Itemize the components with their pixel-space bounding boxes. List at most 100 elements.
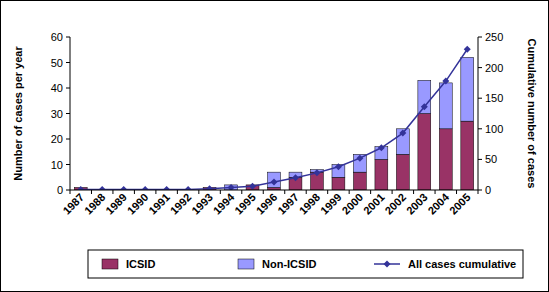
- x-tick: [70, 190, 71, 194]
- y2-tick: [478, 159, 482, 160]
- x-tick: [198, 190, 199, 194]
- x-tick-label: 1992: [168, 191, 194, 217]
- x-tick: [435, 190, 436, 194]
- x-tick-label: 2001: [361, 191, 387, 217]
- y-tick-label: 10: [51, 159, 63, 171]
- marker: [163, 186, 170, 190]
- x-tick-label: 1995: [232, 191, 258, 217]
- y-axis-title: Number of cases per year: [12, 46, 24, 181]
- x-tick-label: 1987: [60, 191, 86, 217]
- y2-tick-label: 100: [485, 123, 503, 135]
- x-tick-label: 1996: [254, 191, 280, 217]
- x-tick-label: 2004: [425, 190, 451, 216]
- x-tick: [478, 190, 479, 194]
- bar: [418, 114, 431, 191]
- y-tick-label: 30: [51, 108, 63, 120]
- y2-tick-label: 250: [485, 31, 503, 43]
- x-tick-label: 2003: [404, 191, 430, 217]
- cumulative-line: [81, 49, 468, 189]
- y2-tick-label: 0: [485, 184, 491, 196]
- x-tick: [284, 190, 285, 194]
- chart: 0102030405060050100150200250198719881989…: [0, 0, 549, 292]
- y-tick: [66, 139, 70, 140]
- marker: [206, 185, 213, 190]
- x-tick-label: 1990: [125, 191, 151, 217]
- bar: [353, 154, 366, 172]
- x-tick: [112, 190, 113, 194]
- bar: [375, 159, 388, 190]
- x-tick: [263, 190, 264, 194]
- marker: [249, 183, 256, 190]
- y-tick-label: 40: [51, 82, 63, 94]
- marker: [99, 186, 106, 190]
- y-tick-label: 20: [51, 133, 63, 145]
- bar: [439, 83, 452, 129]
- x-tick: [241, 190, 242, 194]
- bar: [396, 154, 409, 190]
- bar: [418, 80, 431, 113]
- marker: [356, 155, 363, 162]
- x-tick: [220, 190, 221, 194]
- marker: [77, 186, 84, 190]
- legend-swatch: [102, 259, 118, 269]
- x-tick-label: 1999: [318, 191, 344, 217]
- axes: 0102030405060050100150200250198719881989…: [51, 31, 504, 217]
- marker: [185, 186, 192, 190]
- y-tick: [66, 37, 70, 38]
- chart-border: [1, 1, 549, 292]
- x-tick: [327, 190, 328, 194]
- x-tick: [370, 190, 371, 194]
- x-tick-label: 1989: [103, 191, 129, 217]
- x-tick-label: 2002: [382, 191, 408, 217]
- y2-tick-label: 150: [485, 92, 503, 104]
- y-tick: [66, 190, 70, 191]
- y-tick: [66, 113, 70, 114]
- x-tick: [306, 190, 307, 194]
- marker: [399, 130, 406, 137]
- x-tick-label: 1991: [146, 191, 172, 217]
- bar: [396, 129, 409, 155]
- x-tick-label: 1993: [189, 191, 215, 217]
- x-axis-line: [70, 190, 478, 191]
- bar: [461, 57, 474, 121]
- y2-tick: [478, 67, 482, 68]
- legend: ICSIDNon-ICSIDAll cases cumulative: [88, 250, 523, 278]
- y2-tick: [478, 190, 482, 191]
- marker: [228, 184, 235, 190]
- x-tick-label: 2000: [340, 191, 366, 217]
- marker: [120, 186, 127, 190]
- x-tick-label: 1988: [82, 191, 108, 217]
- x-tick: [413, 190, 414, 194]
- x-tick: [177, 190, 178, 194]
- x-tick-label: 2005: [447, 191, 473, 217]
- marker: [464, 46, 471, 53]
- marker: [442, 78, 449, 85]
- y-tick-label: 0: [57, 184, 63, 196]
- x-tick: [91, 190, 92, 194]
- y-tick-label: 60: [51, 31, 63, 43]
- y2-axis-title: Cumulative number of cases: [526, 39, 538, 189]
- x-tick-label: 1994: [211, 190, 237, 216]
- plot-area: [74, 46, 473, 190]
- marker: [335, 163, 342, 170]
- bar: [461, 121, 474, 190]
- bar: [439, 129, 452, 190]
- marker: [378, 144, 385, 151]
- x-tick: [349, 190, 350, 194]
- x-tick: [456, 190, 457, 194]
- x-tick-label: 1997: [275, 191, 301, 217]
- marker: [271, 179, 278, 186]
- bar: [268, 172, 281, 187]
- y2-tick: [478, 98, 482, 99]
- y2-tick: [478, 128, 482, 129]
- y-tick: [66, 62, 70, 63]
- y-tick-label: 50: [51, 57, 63, 69]
- legend-label: All cases cumulative: [408, 258, 516, 270]
- y2-axis-line: [478, 37, 479, 190]
- bar: [332, 177, 345, 190]
- y2-tick: [478, 37, 482, 38]
- legend-box: [88, 250, 523, 278]
- y2-tick-label: 200: [485, 62, 503, 74]
- marker: [142, 186, 149, 190]
- x-tick-label: 1998: [297, 191, 323, 217]
